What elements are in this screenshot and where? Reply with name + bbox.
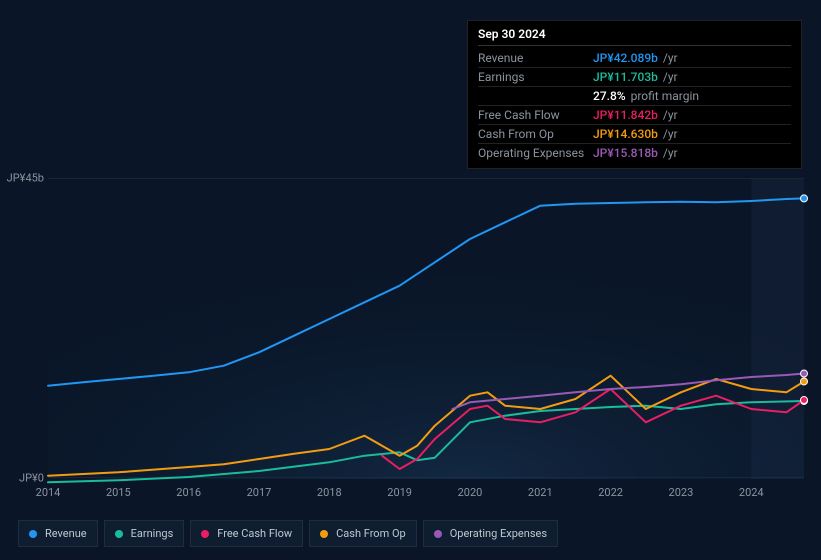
legend-label: Cash From Op	[336, 527, 406, 540]
legend-item-earnings[interactable]: Earnings	[104, 520, 185, 547]
legend-dot-icon	[434, 530, 442, 538]
x-axis-tick: 2021	[528, 486, 553, 499]
legend-dot-icon	[29, 530, 37, 538]
x-axis-tick: 2016	[176, 486, 201, 499]
x-axis-tick: 2024	[739, 486, 764, 499]
tooltip-value: JP¥14.630b /yr	[593, 127, 678, 141]
x-axis-tick: 2015	[106, 486, 131, 499]
tooltip-row: Cash From OpJP¥14.630b /yr	[478, 125, 791, 144]
tooltip-label: Free Cash Flow	[478, 108, 593, 122]
legend-item-revenue[interactable]: Revenue	[18, 520, 98, 547]
tooltip-label: Operating Expenses	[478, 146, 593, 160]
legend-label: Free Cash Flow	[217, 527, 292, 540]
x-axis-tick: 2019	[387, 486, 412, 499]
x-axis-tick: 2018	[317, 486, 342, 499]
x-axis-tick: 2014	[36, 486, 61, 499]
legend-dot-icon	[115, 530, 123, 538]
tooltip-row: Free Cash FlowJP¥11.842b /yr	[478, 106, 791, 125]
legend-label: Revenue	[45, 527, 87, 540]
chart-tooltip: Sep 30 2024 RevenueJP¥42.089b /yrEarning…	[467, 20, 802, 169]
plot-area	[48, 178, 804, 478]
tooltip-date: Sep 30 2024	[478, 27, 791, 46]
chart-svg	[48, 179, 804, 479]
y-axis-tick: JP¥45b	[7, 172, 44, 185]
legend-label: Earnings	[131, 527, 174, 540]
legend-dot-icon	[320, 530, 328, 538]
x-axis-tick: 2017	[247, 486, 272, 499]
tooltip-row: EarningsJP¥11.703b /yr	[478, 68, 791, 87]
tooltip-value: JP¥42.089b /yr	[593, 51, 678, 65]
x-axis-tick: 2020	[458, 486, 483, 499]
legend-dot-icon	[201, 530, 209, 538]
x-axis-tick: 2023	[669, 486, 694, 499]
tooltip-label: Cash From Op	[478, 127, 593, 141]
tooltip-value: JP¥11.703b /yr	[593, 70, 678, 84]
x-axis-tick: 2022	[598, 486, 623, 499]
legend-item-cash-from-op[interactable]: Cash From Op	[309, 520, 417, 547]
legend-item-operating-expenses[interactable]: Operating Expenses	[423, 520, 558, 547]
legend: Revenue Earnings Free Cash Flow Cash From O…	[18, 520, 558, 547]
y-axis-tick: JP¥0	[19, 472, 44, 485]
tooltip-row: RevenueJP¥42.089b /yr	[478, 49, 791, 68]
financials-chart[interactable]: JP¥45bJP¥0201420152016201720182019202020…	[18, 160, 804, 520]
tooltip-label: Revenue	[478, 51, 593, 65]
tooltip-label: Earnings	[478, 70, 593, 84]
legend-item-free-cash-flow[interactable]: Free Cash Flow	[190, 520, 303, 547]
tooltip-value: JP¥11.842b /yr	[593, 108, 678, 122]
tooltip-row-extra: 27.8% profit margin	[478, 87, 791, 106]
legend-label: Operating Expenses	[450, 527, 547, 540]
tooltip-value: JP¥15.818b /yr	[593, 146, 678, 160]
tooltip-rows: RevenueJP¥42.089b /yrEarningsJP¥11.703b …	[478, 49, 791, 162]
